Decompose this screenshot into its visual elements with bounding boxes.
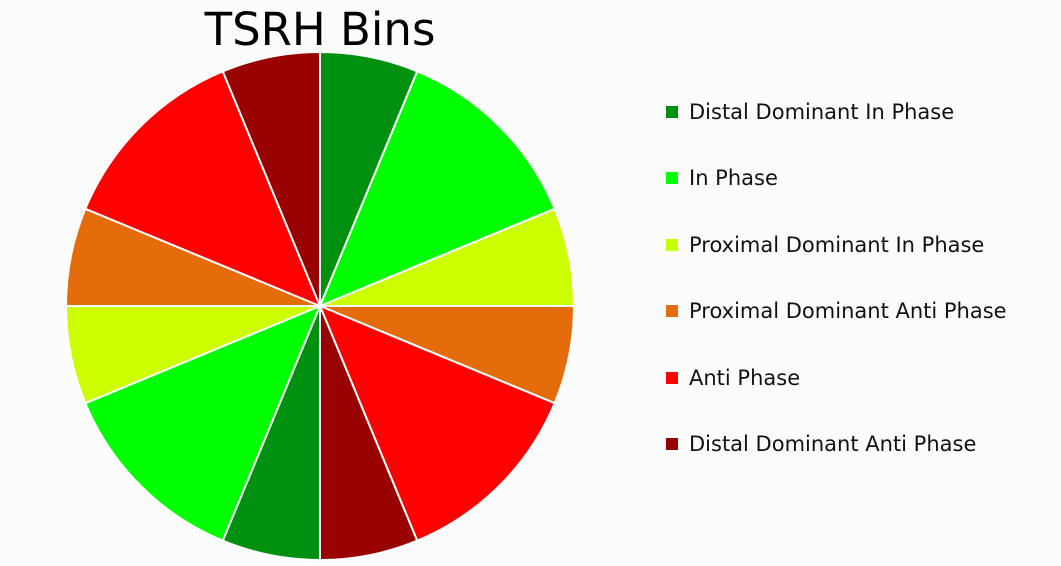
pie-slice-distal-dominant-anti-phase-12: [221, 51, 321, 307]
legend-swatch: [666, 106, 678, 118]
pie-chart: [65, 51, 575, 561]
legend-item-proximal-dominant-anti-phase: Proximal Dominant Anti Phase: [666, 294, 1056, 360]
chart-legend: Distal Dominant In Phase In Phase Proximal…: [666, 95, 1056, 493]
legend-label: Proximal Dominant Anti Phase: [689, 299, 1007, 324]
legend-swatch: [666, 172, 678, 185]
chart-title: TSRH Bins: [204, 3, 436, 56]
legend-label: Distal Dominant Anti Phase: [689, 431, 977, 456]
legend-swatch: [666, 437, 678, 450]
legend-label: Anti Phase: [689, 365, 801, 390]
pie-slice-anti-phase-11: [84, 70, 321, 307]
legend-swatch: [666, 238, 678, 251]
legend-swatch: [666, 371, 678, 384]
legend-item-distal-dominant-anti-phase: Distal Dominant Anti Phase: [666, 427, 1056, 493]
legend-swatch: [666, 305, 678, 318]
legend-item-proximal-dominant-in-phase: Proximal Dominant In Phase: [666, 228, 1056, 294]
pie-slice-in-phase-8: [84, 305, 321, 542]
legend-label: Proximal Dominant In Phase: [689, 232, 985, 257]
legend-label: In Phase: [689, 166, 778, 191]
legend-item-distal-dominant-in-phase: Distal Dominant In Phase: [666, 95, 1056, 161]
legend-item-in-phase: In Phase: [666, 161, 1056, 227]
legend-item-anti-phase: Anti Phase: [666, 361, 1056, 427]
pie-slice-in-phase-2: [319, 70, 556, 307]
legend-label: Distal Dominant In Phase: [689, 100, 955, 124]
pie-slice-anti-phase-5: [319, 305, 556, 542]
